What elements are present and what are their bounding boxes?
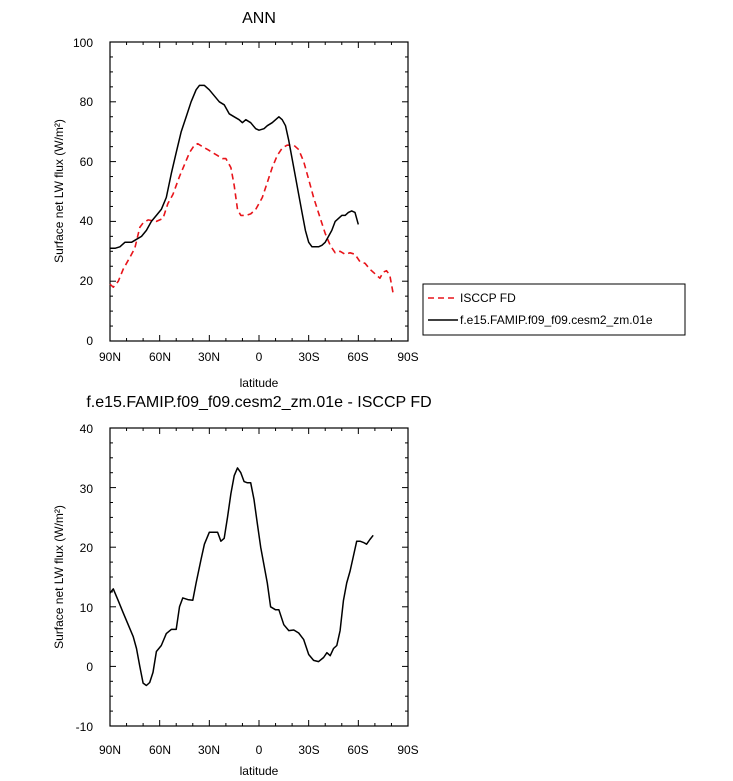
bottom-tick-layer: -10 0 10 20 30 40 90N 60N 30N 0 30S 60S … bbox=[76, 422, 419, 757]
legend-label-model: f.e15.FAMIP.f09_f09.cesm2_zm.01e bbox=[460, 313, 653, 327]
top-y-axis-label: Surface net LW flux (W/m²) bbox=[52, 119, 66, 263]
top-xtick-label: 60S bbox=[347, 350, 368, 364]
top-plot-area bbox=[109, 41, 409, 342]
top-xtick-label: 90N bbox=[99, 350, 121, 364]
bottom-plot-frame bbox=[109, 427, 409, 727]
bottom-chart-title: f.e15.FAMIP.f09_f09.cesm2_zm.01e - ISCCP… bbox=[86, 394, 431, 411]
bottom-xtick-label: 90N bbox=[99, 743, 121, 757]
legend-label-isccp: ISCCP FD bbox=[460, 291, 516, 305]
legend: ISCCP FD f.e15.FAMIP.f09_f09.cesm2_zm.01… bbox=[422, 283, 686, 336]
top-x-axis-label: latitude bbox=[240, 376, 279, 390]
top-ytick-label: 40 bbox=[80, 214, 94, 228]
legend-box bbox=[422, 283, 686, 336]
bottom-panel: f.e15.FAMIP.f09_f09.cesm2_zm.01e - ISCCP… bbox=[52, 394, 432, 778]
bottom-xtick-label: 30N bbox=[198, 743, 220, 757]
bottom-ytick-label: -10 bbox=[76, 720, 94, 734]
bottom-xtick-label: 90S bbox=[397, 743, 418, 757]
top-tick-layer: 0 20 40 60 80 100 90N 60N 30N 0 30S 60S … bbox=[73, 36, 419, 364]
bottom-xtick-label: 60N bbox=[149, 743, 171, 757]
bottom-ytick-label: 40 bbox=[80, 422, 94, 436]
bottom-ytick-label: 0 bbox=[86, 660, 93, 674]
top-ytick-label: 100 bbox=[73, 36, 93, 50]
bottom-ytick-label: 30 bbox=[80, 482, 94, 496]
bottom-xtick-label: 0 bbox=[256, 743, 263, 757]
top-xtick-label: 60N bbox=[149, 350, 171, 364]
top-xtick-label: 30S bbox=[298, 350, 319, 364]
top-ytick-label: 20 bbox=[80, 274, 94, 288]
top-series-line-model bbox=[110, 84, 360, 250]
bottom-y-axis-label: Surface net LW flux (W/m²) bbox=[52, 505, 66, 649]
bottom-xtick-label: 60S bbox=[347, 743, 368, 757]
bottom-ytick-label: 10 bbox=[80, 601, 94, 615]
bottom-ytick-label: 20 bbox=[80, 541, 94, 555]
top-plot-frame bbox=[109, 41, 409, 342]
top-series-line-isccp bbox=[109, 142, 394, 294]
top-xtick-label: 0 bbox=[256, 350, 263, 364]
bottom-x-axis-label: latitude bbox=[240, 764, 279, 778]
bottom-series-line-model bbox=[109, 467, 374, 687]
top-ytick-label: 0 bbox=[86, 334, 93, 348]
bottom-plot-area bbox=[109, 427, 409, 727]
top-panel: ANN 0 20 40 60 80 100 90N 60N 30N 0 30S … bbox=[52, 10, 686, 390]
bottom-xtick-label: 30S bbox=[298, 743, 319, 757]
top-ytick-label: 80 bbox=[80, 95, 94, 109]
top-xtick-label: 90S bbox=[397, 350, 418, 364]
top-ytick-label: 60 bbox=[80, 155, 94, 169]
top-chart-title: ANN bbox=[242, 10, 276, 27]
top-xtick-label: 30N bbox=[198, 350, 220, 364]
